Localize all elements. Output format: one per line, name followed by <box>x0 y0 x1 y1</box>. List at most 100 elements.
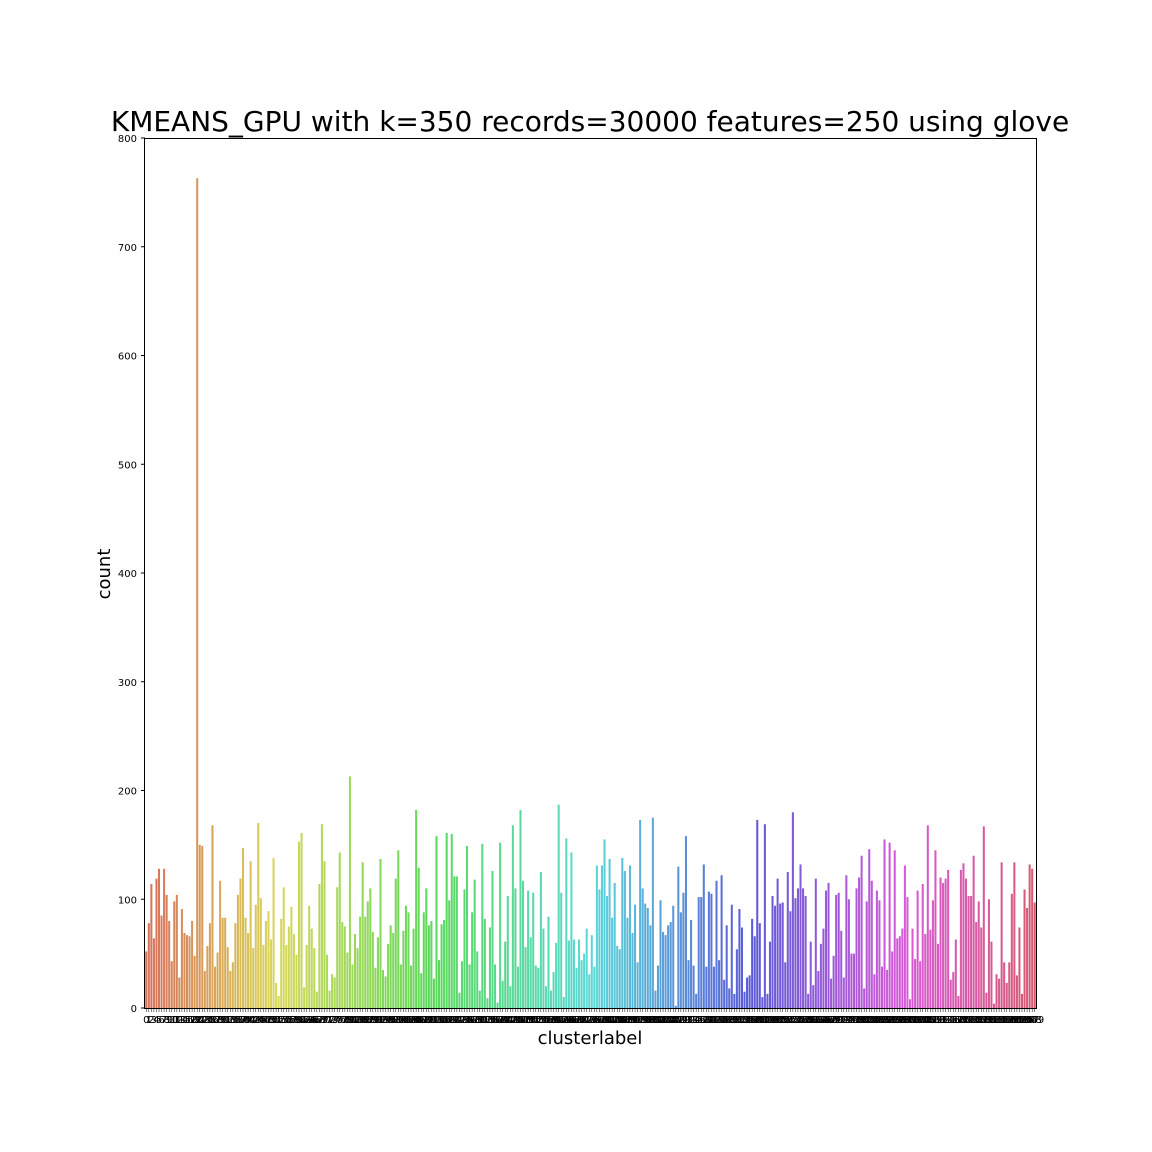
x-tick-label: 342 <box>1007 1015 1026 1026</box>
x-tick-label: 179 <box>592 1015 611 1026</box>
bar-cluster-55 <box>285 944 288 1008</box>
x-tick-label: 250 <box>773 1015 792 1026</box>
bar-cluster-265 <box>819 943 822 1008</box>
x-tick-label: 175 <box>582 1015 601 1026</box>
x-tick-label: 217 <box>689 1015 708 1026</box>
bar-cluster-320 <box>959 869 962 1008</box>
x-tick-label: 267 <box>816 1015 835 1026</box>
x-tick-label: 45 <box>254 1015 267 1026</box>
bar-cluster-29 <box>219 880 222 1008</box>
bar-cluster-341 <box>1013 862 1016 1008</box>
bar-cluster-73 <box>331 974 334 1008</box>
bar-cluster-123 <box>458 992 461 1008</box>
bar-cluster-289 <box>880 966 884 1008</box>
y-axis-ticks: 0 100 200 300 400 500 600 700 800 <box>118 134 145 1015</box>
x-tick-label: 10 <box>165 1015 178 1026</box>
x-tick-label: 84 <box>354 1015 367 1026</box>
x-tick-label: 70 <box>318 1015 331 1026</box>
x-tick-label: 133 <box>475 1015 494 1026</box>
x-tick-label: 120 <box>442 1015 461 1026</box>
bar-cluster-119 <box>448 900 451 1008</box>
x-tick-label: 159 <box>541 1015 560 1026</box>
bar-cluster-328 <box>980 927 983 1008</box>
x-tick-label: 94 <box>379 1015 392 1026</box>
bar-cluster-234 <box>740 927 743 1008</box>
x-tick-label: 35 <box>229 1015 242 1026</box>
x-tick-label: 191 <box>623 1015 642 1026</box>
bar-cluster-311 <box>936 943 940 1008</box>
bar-cluster-173 <box>585 928 588 1008</box>
x-tick-label: 326 <box>967 1015 986 1026</box>
x-tick-label: 192 <box>626 1015 645 1026</box>
x-tick-label: 134 <box>478 1015 497 1026</box>
x-tick-label: 210 <box>671 1015 690 1026</box>
x-tick-label: 223 <box>704 1015 723 1026</box>
bar-cluster-62 <box>303 987 306 1008</box>
bar-cluster-275 <box>845 875 848 1008</box>
bar-cluster-271 <box>835 894 838 1008</box>
bar-cluster-2 <box>150 884 153 1008</box>
x-tick-label: 209 <box>669 1015 688 1026</box>
x-tick-label: 144 <box>503 1015 522 1026</box>
x-tick-label: 256 <box>788 1015 807 1026</box>
x-tick-label: 287 <box>867 1015 886 1026</box>
bar-cluster-272 <box>837 892 840 1008</box>
bar-cluster-171 <box>580 960 583 1008</box>
bar-cluster-147 <box>519 810 522 1008</box>
bar-cluster-146 <box>516 966 519 1008</box>
x-tick-label: 255 <box>786 1015 805 1026</box>
x-tick-label: 95 <box>382 1015 395 1026</box>
x-tick-label: 168 <box>564 1015 583 1026</box>
x-tick-label: 7 <box>161 1015 167 1026</box>
x-tick-label: 22 <box>196 1015 209 1026</box>
bar-cluster-181 <box>606 895 609 1008</box>
x-tick-label: 348 <box>1023 1015 1042 1026</box>
x-tick-label: 199 <box>643 1015 662 1026</box>
bar-cluster-124 <box>460 961 463 1008</box>
bar-cluster-9 <box>168 921 171 1008</box>
x-tick-label: 286 <box>865 1015 884 1026</box>
x-tick-label: 112 <box>422 1015 441 1026</box>
bar-cluster-21 <box>198 844 201 1009</box>
bar-cluster-20 <box>196 178 199 1009</box>
x-tick-label: 145 <box>506 1015 525 1026</box>
x-tick-label: 169 <box>567 1015 586 1026</box>
x-tick-label: 71 <box>321 1015 334 1026</box>
y-tick-label: 600 <box>118 352 137 363</box>
x-tick-label: 273 <box>832 1015 851 1026</box>
bar-cluster-307 <box>926 825 929 1008</box>
x-tick-label: 238 <box>743 1015 762 1026</box>
bar-cluster-230 <box>730 904 733 1008</box>
x-tick-label: 140 <box>493 1015 512 1026</box>
x-tick-label: 32 <box>221 1015 234 1026</box>
x-tick-label: 248 <box>768 1015 787 1026</box>
bar-cluster-136 <box>491 870 494 1008</box>
bar-cluster-214 <box>690 919 693 1008</box>
bar-cluster-83 <box>356 948 359 1008</box>
x-tick-label: 254 <box>783 1015 802 1026</box>
x-tick-label: 283 <box>857 1015 876 1026</box>
x-tick-label: 291 <box>878 1015 897 1026</box>
bar-cluster-161 <box>555 942 558 1008</box>
bar-cluster-155 <box>539 872 542 1008</box>
bar-cluster-22 <box>201 845 204 1008</box>
bar-cluster-23 <box>203 971 206 1008</box>
x-tick-label: 15 <box>178 1015 191 1026</box>
bar-cluster-13 <box>178 977 181 1008</box>
bar-cluster-288 <box>878 900 881 1008</box>
x-tick-label: 302 <box>906 1015 925 1026</box>
bar-cluster-335 <box>998 978 1001 1008</box>
x-tick-label: 34 <box>226 1015 239 1026</box>
bar-cluster-128 <box>471 912 474 1008</box>
bar-cluster-347 <box>1028 864 1031 1008</box>
x-tick-label: 329 <box>974 1015 993 1026</box>
x-tick-label: 23 <box>198 1015 211 1026</box>
x-tick-label: 307 <box>918 1015 937 1026</box>
bar-cluster-213 <box>687 960 690 1008</box>
x-tick-label: 83 <box>351 1015 364 1026</box>
x-tick-label: 37 <box>234 1015 247 1026</box>
x-tick-label: 312 <box>931 1015 950 1026</box>
y-tick-label: 800 <box>118 134 137 145</box>
bar-cluster-228 <box>725 925 728 1008</box>
bar-cluster-122 <box>455 876 458 1008</box>
